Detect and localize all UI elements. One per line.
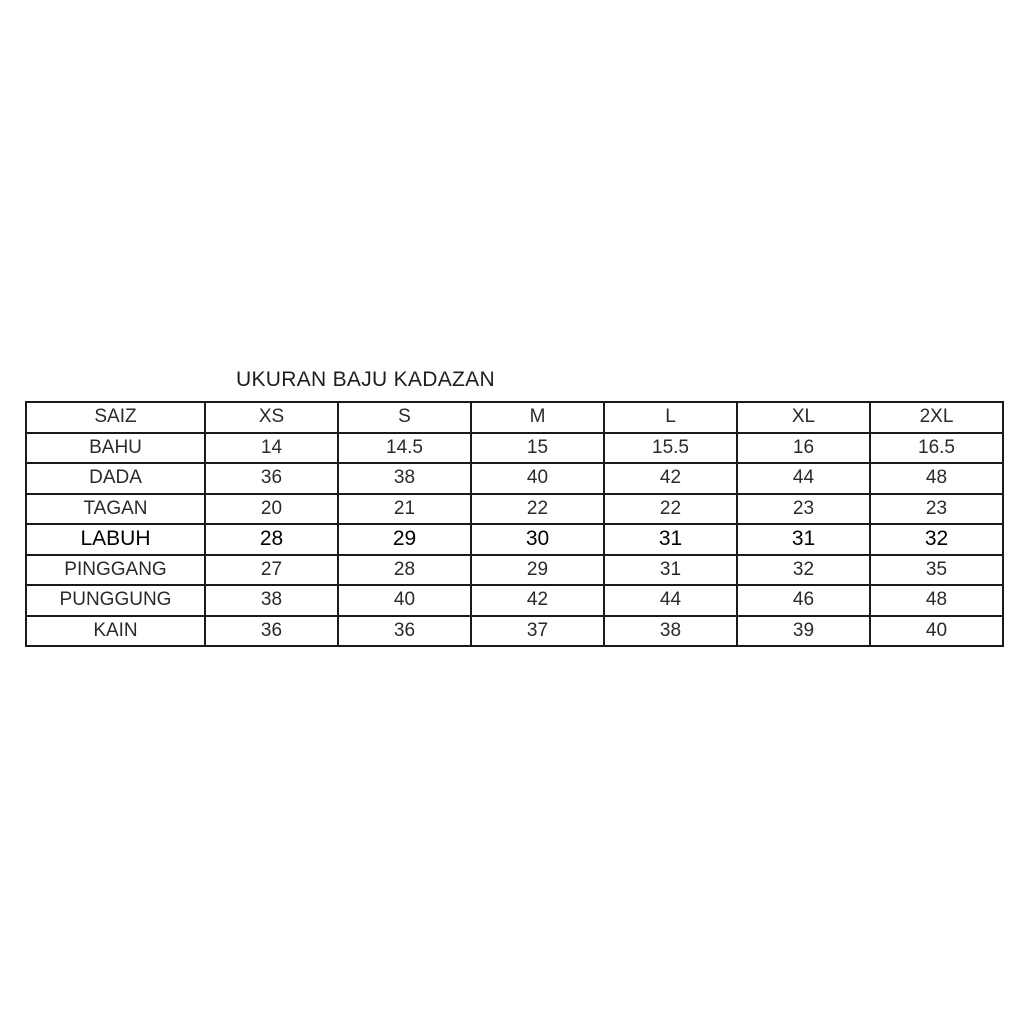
table-row: PINGGANG 27 28 29 31 32 35	[25, 553, 1004, 586]
table-cell: 28	[337, 553, 472, 586]
table-cell: 40	[337, 584, 472, 617]
table-cell: 22	[470, 492, 605, 525]
table-row: TAGAN 20 21 22 22 23 23	[25, 492, 1004, 525]
table-cell: 44	[603, 584, 738, 617]
table-row: PUNGGUNG 38 40 42 44 46 48	[25, 584, 1004, 617]
table-cell: 38	[337, 462, 472, 495]
table-cell: 46	[736, 584, 871, 617]
table-cell: 22	[603, 492, 738, 525]
header-cell: SAIZ	[25, 401, 206, 434]
table-cell: 23	[736, 492, 871, 525]
table-cell: 31	[736, 523, 871, 556]
table-cell: 31	[603, 553, 738, 586]
row-label: DADA	[25, 462, 206, 495]
table-cell: 15	[470, 431, 605, 464]
row-label: PINGGANG	[25, 553, 206, 586]
table-row: LABUH 28 29 30 31 31 32	[25, 523, 1004, 556]
table-cell: 36	[337, 614, 472, 647]
table-cell: 28	[204, 523, 339, 556]
table-cell: 35	[869, 553, 1004, 586]
table-cell: 29	[337, 523, 472, 556]
table-cell: 32	[736, 553, 871, 586]
table-cell: 38	[204, 584, 339, 617]
table-cell: 27	[204, 553, 339, 586]
table-cell: 30	[470, 523, 605, 556]
row-label: LABUH	[25, 523, 206, 556]
header-cell: XS	[204, 401, 339, 434]
header-cell: 2XL	[869, 401, 1004, 434]
table-cell: 38	[603, 614, 738, 647]
header-cell: XL	[736, 401, 871, 434]
table-cell: 14.5	[337, 431, 472, 464]
row-label: TAGAN	[25, 492, 206, 525]
table-cell: 14	[204, 431, 339, 464]
table-cell: 42	[603, 462, 738, 495]
table-cell: 16	[736, 431, 871, 464]
table-cell: 36	[204, 614, 339, 647]
table-cell: 44	[736, 462, 871, 495]
table-row: KAIN 36 36 37 38 39 40	[25, 614, 1004, 647]
table-cell: 20	[204, 492, 339, 525]
table-cell: 40	[470, 462, 605, 495]
row-label: PUNGGUNG	[25, 584, 206, 617]
page-title: UKURAN BAJU KADAZAN	[236, 368, 495, 391]
table-cell: 48	[869, 462, 1004, 495]
table-cell: 36	[204, 462, 339, 495]
table-cell: 42	[470, 584, 605, 617]
header-cell: M	[470, 401, 605, 434]
table-cell: 32	[869, 523, 1004, 556]
table-cell: 39	[736, 614, 871, 647]
table-cell: 48	[869, 584, 1004, 617]
table-row: BAHU 14 14.5 15 15.5 16 16.5	[25, 431, 1004, 464]
table-cell: 16.5	[869, 431, 1004, 464]
row-label: BAHU	[25, 431, 206, 464]
table-row: DADA 36 38 40 42 44 48	[25, 462, 1004, 495]
table-cell: 29	[470, 553, 605, 586]
table-cell: 40	[869, 614, 1004, 647]
table-cell: 31	[603, 523, 738, 556]
table-cell: 37	[470, 614, 605, 647]
size-chart-table: SAIZ XS S M L XL 2XL BAHU 14 14.5 15 15.5 16 16.5 DADA…	[25, 401, 1004, 647]
table-cell: 23	[869, 492, 1004, 525]
row-label: KAIN	[25, 614, 206, 647]
table-cell: 15.5	[603, 431, 738, 464]
header-cell: S	[337, 401, 472, 434]
table-cell: 21	[337, 492, 472, 525]
header-cell: L	[603, 401, 738, 434]
header-row: SAIZ XS S M L XL 2XL	[25, 401, 1004, 434]
